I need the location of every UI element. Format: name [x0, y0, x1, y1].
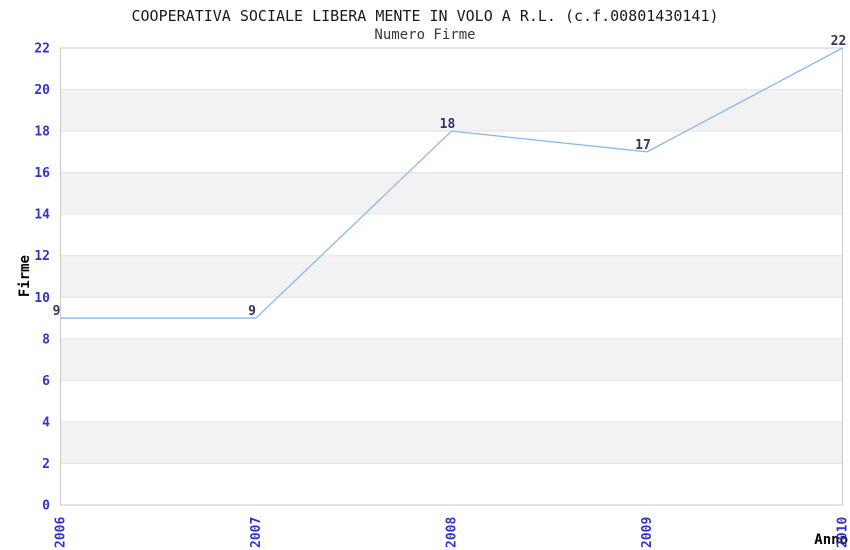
grid-band [60, 214, 843, 256]
x-tick-label: 2008 [445, 517, 460, 548]
data-point-label: 18 [440, 117, 456, 132]
grid-band [60, 131, 843, 173]
x-tick-label: 2007 [249, 517, 264, 548]
grid-band [60, 255, 843, 298]
y-tick-label: 20 [34, 83, 50, 98]
x-tick-label: 2009 [640, 517, 655, 548]
x-axis-title: Anno [814, 532, 848, 548]
y-tick-label: 18 [34, 125, 50, 140]
x-tick-label: 2010 [836, 517, 850, 548]
y-tick-label: 8 [42, 332, 50, 347]
y-tick-label: 16 [34, 166, 50, 181]
y-tick-label: 12 [34, 249, 50, 264]
y-tick-label: 6 [42, 374, 50, 389]
grid-band [60, 421, 843, 464]
grid-band [60, 380, 843, 422]
y-tick-label: 10 [34, 291, 50, 306]
chart-subtitle: Numero Firme [374, 27, 476, 43]
data-point-label: 22 [831, 34, 847, 49]
grid-band [60, 89, 843, 132]
chart-title: COOPERATIVA SOCIALE LIBERA MENTE IN VOLO… [131, 7, 719, 25]
y-tick-label: 14 [34, 208, 50, 223]
y-tick-label: 2 [42, 457, 50, 472]
data-point-label: 17 [635, 138, 651, 153]
grid-band [60, 172, 843, 215]
grid-band [60, 338, 843, 381]
data-point-label: 9 [248, 304, 256, 319]
plot-border [60, 47, 843, 506]
y-tick-label: 4 [42, 415, 50, 430]
data-line [60, 47, 843, 319]
data-point-label: 9 [53, 304, 61, 319]
x-tick-label: 2006 [54, 517, 69, 548]
grid-band [60, 463, 843, 505]
y-tick-label: 22 [34, 42, 50, 57]
y-tick-label: 0 [42, 499, 50, 514]
grid-band [60, 48, 843, 90]
